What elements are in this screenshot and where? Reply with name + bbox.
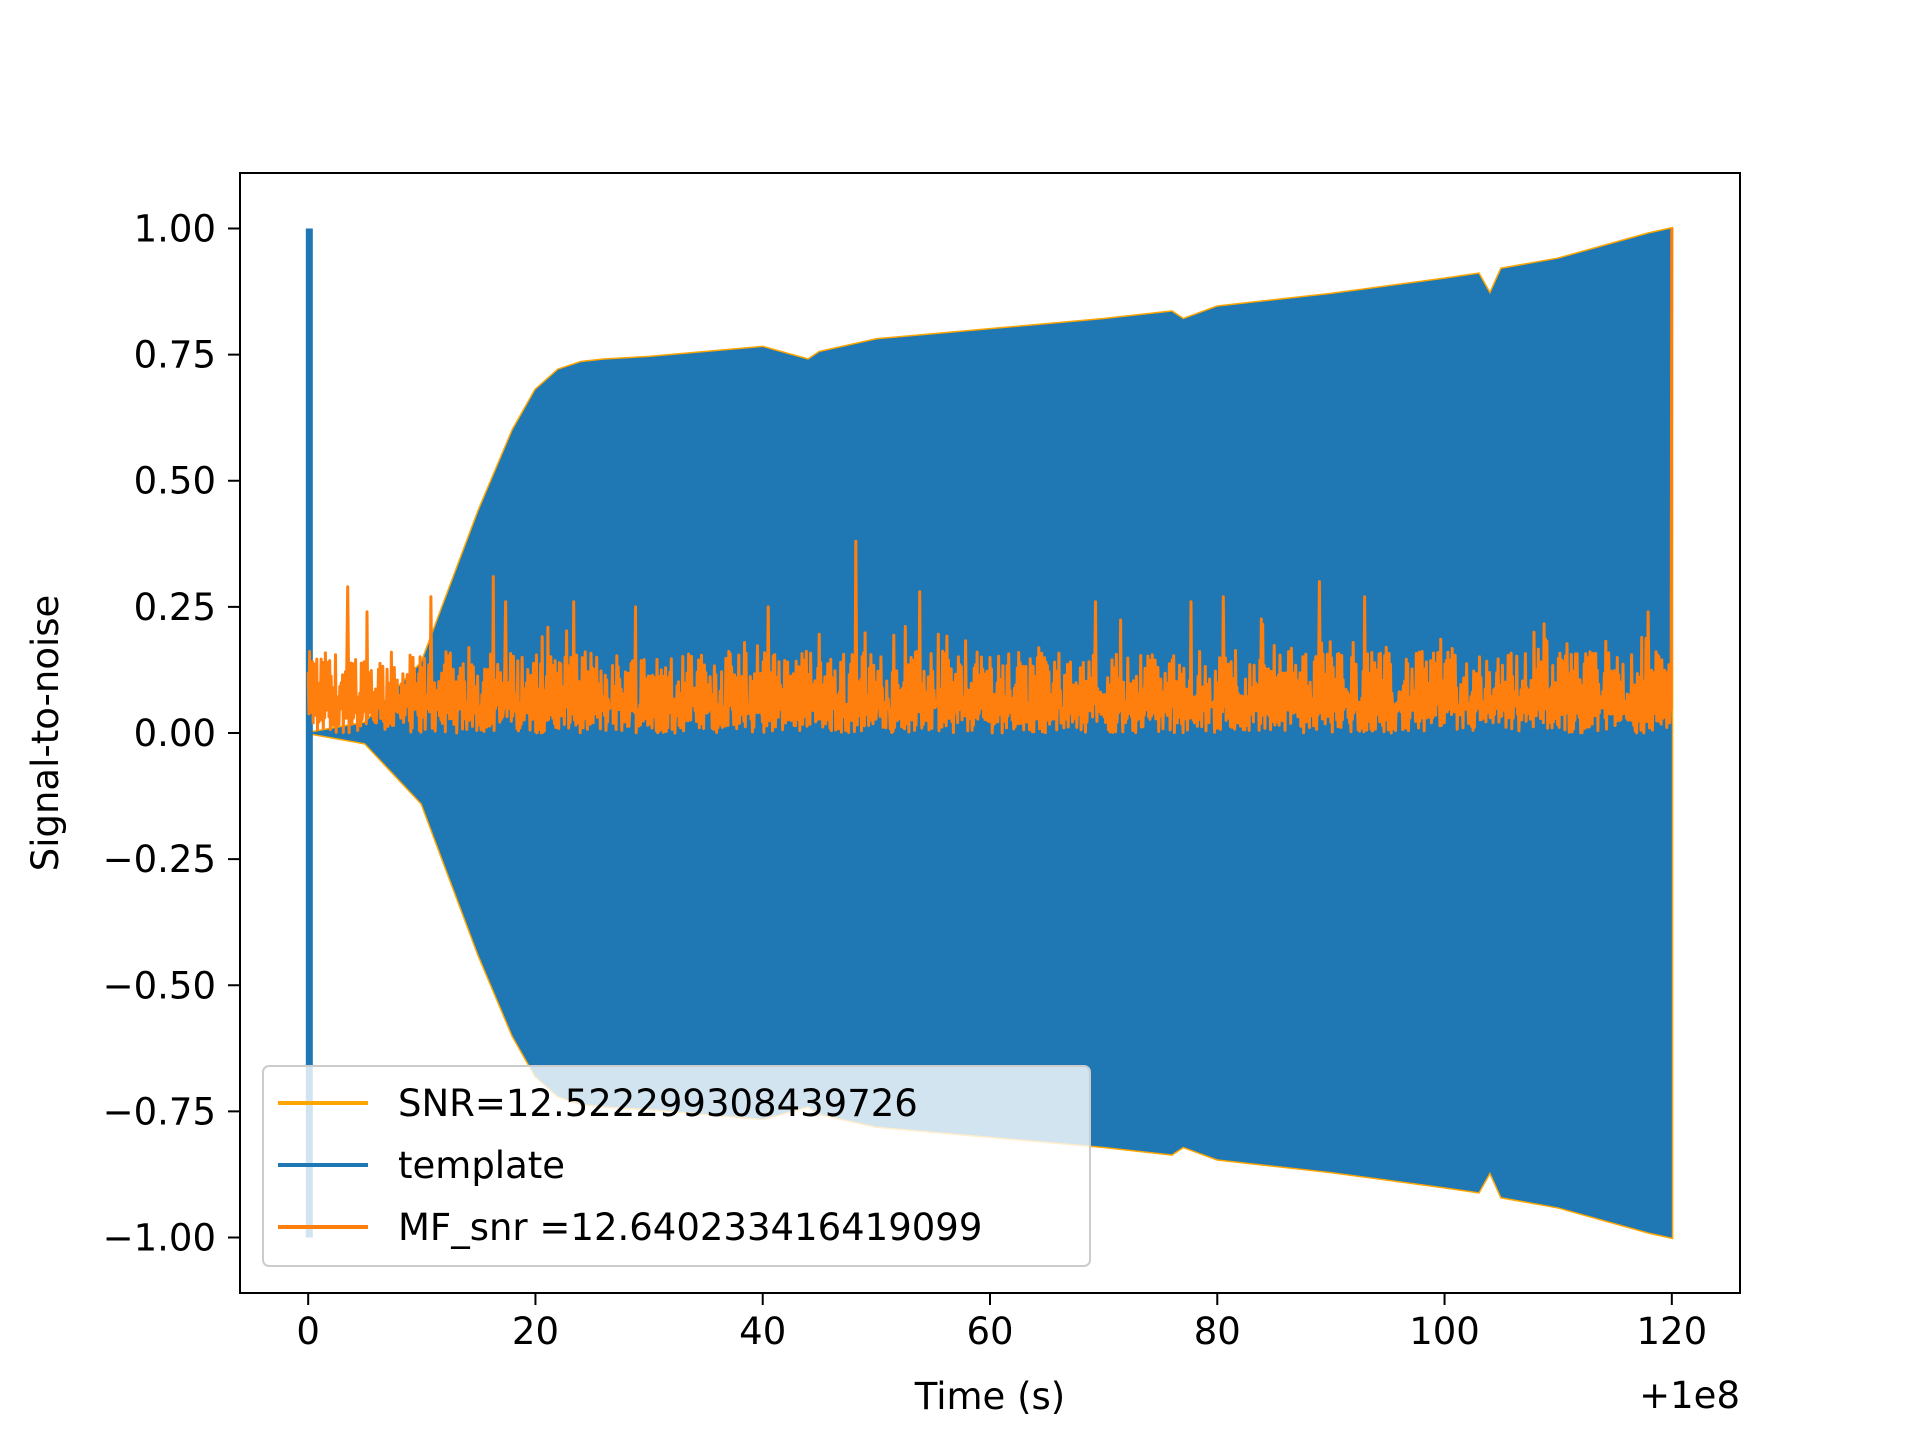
x-tick-label: 120 [1637,1310,1708,1353]
series-layer [305,226,1674,1240]
legend-label: MF_snr =12.640233416419099 [398,1206,982,1249]
y-axis: 1.00 0.75 0.50 0.25 0.00 −0.25 −0.50 −0.75 −1.00 [103,207,240,1260]
y-tick-label: −1.00 [103,1217,216,1260]
x-tick-label: 40 [739,1310,786,1353]
legend: SNR=12.522299308439726 template MF_snr =1… [262,1065,1091,1267]
y-axis-label: Signal-to-noise [24,595,67,872]
y-tick-label: −0.25 [103,838,216,881]
y-tick-label: 0.75 [134,334,216,377]
y-tick-label: −0.75 [103,1090,216,1133]
legend-box [262,1065,1091,1267]
x-axis-label: Time (s) [914,1375,1065,1418]
y-tick-label: 0.25 [134,586,216,629]
x-offset-label: +1e8 [1639,1374,1740,1417]
legend-label: template [398,1144,565,1187]
y-tick-label: 1.00 [134,207,216,250]
series-mf-snr-line [306,228,1674,735]
y-tick-label: −0.50 [103,964,216,1007]
x-axis: 0 20 40 60 80 100 120 [296,1293,1707,1353]
x-tick-label: 0 [296,1310,320,1353]
x-tick-label: 100 [1409,1310,1480,1353]
x-tick-label: 20 [512,1310,559,1353]
x-tick-label: 60 [966,1310,1013,1353]
y-tick-label: 0.00 [134,712,216,755]
y-tick-label: 0.50 [134,460,216,503]
legend-label: SNR=12.522299308439726 [398,1082,918,1125]
x-tick-label: 80 [1194,1310,1241,1353]
series-template-envelope [308,228,1672,1238]
